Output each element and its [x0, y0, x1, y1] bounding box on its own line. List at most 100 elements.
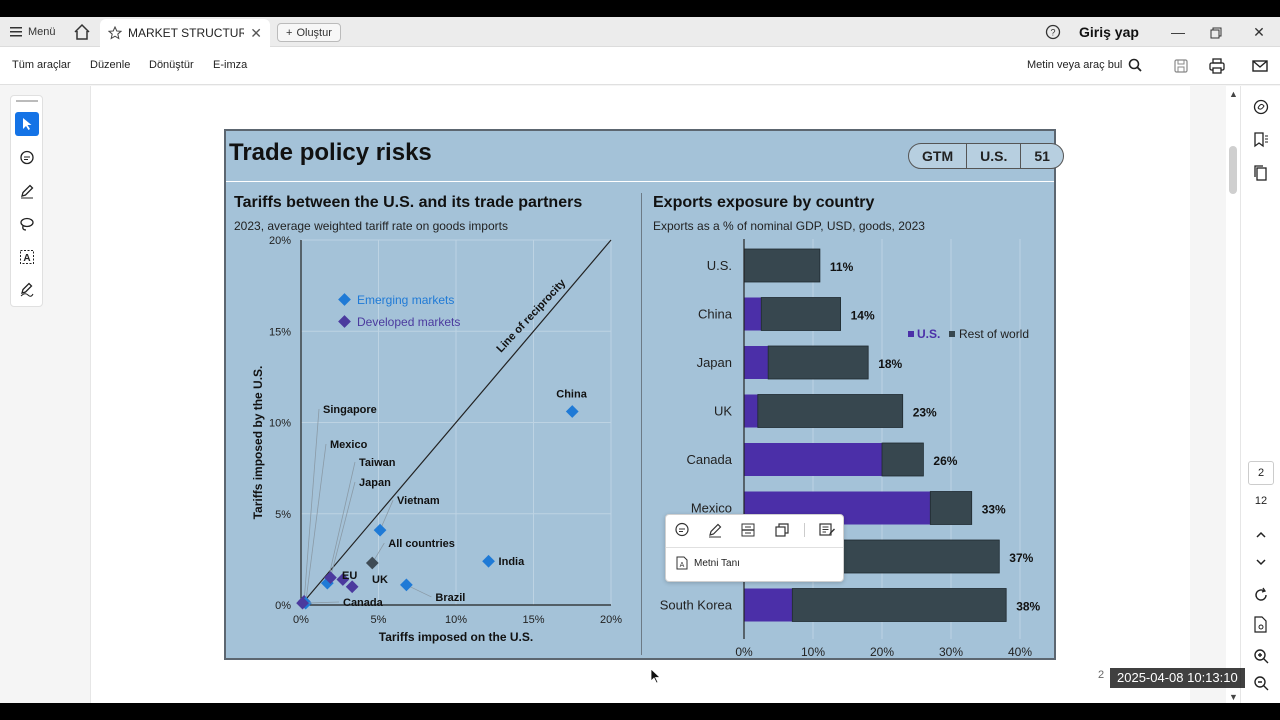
scatter-chart: Line of reciprocity 0% 5% 10% 15% 20% 0% 5% 10% 1…: [251, 235, 622, 644]
scatter-title: Tariffs between the U.S. and its trade p…: [234, 194, 583, 211]
recognize-text-label: Metni Tanı: [694, 557, 740, 569]
edit-text-icon[interactable]: [818, 521, 836, 539]
scroll-up-arrow-icon[interactable]: ▲: [1229, 89, 1238, 99]
x-tick-label: 5%: [371, 614, 387, 626]
bookmark-icon[interactable]: [1252, 131, 1270, 149]
chevron-up-icon[interactable]: [1252, 526, 1270, 544]
highlight-icon[interactable]: [706, 521, 724, 539]
ai-assistant-icon[interactable]: [1252, 98, 1270, 116]
scroll-down-arrow-icon[interactable]: ▼: [1229, 692, 1238, 702]
point-label: Vietnam: [397, 495, 440, 507]
lasso-tool[interactable]: [15, 212, 39, 236]
find-tools-search[interactable]: Metin veya araç bul: [1027, 58, 1143, 72]
email-icon[interactable]: [1251, 57, 1269, 75]
select-tool[interactable]: [15, 112, 39, 136]
toolbar-all-tools[interactable]: Tüm araçlar: [12, 59, 71, 71]
point-label: China: [556, 389, 587, 401]
legend-label: Developed markets: [357, 315, 460, 329]
sign-tool[interactable]: [15, 278, 39, 302]
point-label: Brazil: [435, 592, 465, 604]
current-page-field[interactable]: 2: [1248, 461, 1274, 485]
bar-rest-segment: [757, 394, 904, 428]
close-window-icon[interactable]: ✕: [1253, 24, 1265, 40]
point-label: Japan: [359, 477, 391, 489]
chevron-down-icon[interactable]: [1252, 553, 1270, 571]
file-settings-icon[interactable]: [1252, 616, 1270, 634]
print-icon[interactable]: [1208, 57, 1226, 75]
find-label: Metin veya araç bul: [1027, 59, 1123, 71]
home-icon[interactable]: [72, 23, 92, 41]
point-label: EU: [342, 570, 357, 582]
category-label: South Korea: [660, 598, 733, 613]
text-box-tool[interactable]: A: [15, 245, 39, 269]
create-button[interactable]: + Oluştur: [277, 23, 341, 42]
save-icon[interactable]: [1172, 57, 1190, 75]
bar-rest-segment: [743, 248, 821, 283]
bar-us-segment: [744, 346, 769, 379]
slide-title: Trade policy risks: [229, 139, 432, 166]
menu-button[interactable]: Menü: [10, 23, 56, 41]
search-icon: [1129, 58, 1143, 72]
scrollbar-thumb[interactable]: [1229, 146, 1237, 194]
toolbar-separator: [804, 523, 805, 537]
toolbar-esign[interactable]: E-imza: [213, 59, 248, 71]
legend-label: Emerging markets: [357, 293, 454, 307]
close-tab-icon[interactable]: ✕: [250, 24, 262, 41]
restore-icon[interactable]: [1210, 27, 1222, 39]
document-tab[interactable]: MARKET STRUCTUR... ✕: [100, 19, 270, 47]
strikethrough-icon[interactable]: [739, 521, 757, 539]
y-axis-label: Tariffs imposed by the U.S.: [251, 366, 265, 520]
comment-tool[interactable]: [15, 146, 39, 170]
x-tick-label: 15%: [522, 614, 544, 626]
help-icon[interactable]: ?: [1045, 24, 1061, 40]
refresh-icon[interactable]: [1252, 586, 1270, 604]
point-label: Mexico: [330, 439, 368, 451]
legend-label-us: U.S.: [917, 327, 940, 341]
signin-button[interactable]: Giriş yap: [1079, 24, 1139, 40]
x-axis-label: Tariffs imposed on the U.S.: [379, 630, 533, 644]
recognize-text-button[interactable]: A Metni Tanı: [676, 556, 740, 570]
copy-icon[interactable]: [773, 521, 791, 539]
panel-divider: [641, 193, 642, 655]
legend-marker: [338, 293, 351, 306]
tab-title: MARKET STRUCTUR...: [128, 26, 245, 40]
bar-value-label: 11%: [830, 260, 854, 274]
mouse-cursor-icon: [650, 668, 662, 684]
menu-label: Menü: [28, 26, 56, 38]
y-tick-label: 10%: [269, 418, 291, 430]
toolbar-convert[interactable]: Dönüştür: [149, 59, 194, 71]
bar-rest-segment: [767, 345, 869, 380]
bar-us-segment: [744, 394, 758, 428]
bar-us-segment: [744, 443, 882, 476]
leader-line: [305, 443, 327, 604]
bar-rest-segment: [929, 491, 973, 525]
category-label: China: [698, 307, 733, 322]
minimize-icon[interactable]: —: [1171, 24, 1185, 40]
scatter-point: [373, 523, 387, 537]
category-label: Canada: [686, 452, 732, 467]
vertical-scrollbar[interactable]: ▲ ▼: [1226, 86, 1240, 703]
y-tick-label: 20%: [269, 235, 291, 247]
signature-pen-icon: [20, 282, 34, 297]
legend-marker-rest: [949, 331, 955, 337]
leader-line: [330, 481, 356, 578]
right-tool-rail: 2 12: [1240, 86, 1280, 703]
bar-value-label: 33%: [982, 503, 1006, 517]
zoom-out-icon[interactable]: [1252, 674, 1270, 692]
pages-icon[interactable]: [1252, 164, 1270, 182]
timestamp-overlay: 2025-04-08 10:13:10: [1110, 668, 1245, 688]
y-tick-label: 0%: [275, 600, 291, 612]
zoom-in-icon[interactable]: [1252, 647, 1270, 665]
star-icon[interactable]: [108, 26, 122, 40]
point-label: Canada: [343, 597, 384, 609]
rail-grip: [16, 100, 38, 102]
category-label: Japan: [697, 355, 732, 370]
toolbar-edit[interactable]: Düzenle: [90, 59, 131, 71]
scatter-point: [365, 556, 379, 570]
create-label: Oluştur: [296, 26, 332, 39]
reciprocity-line: [300, 239, 612, 606]
comment-icon[interactable]: [673, 521, 691, 539]
header-rule: [226, 181, 1054, 182]
draw-tool[interactable]: [15, 179, 39, 203]
leader-line: [379, 500, 394, 531]
